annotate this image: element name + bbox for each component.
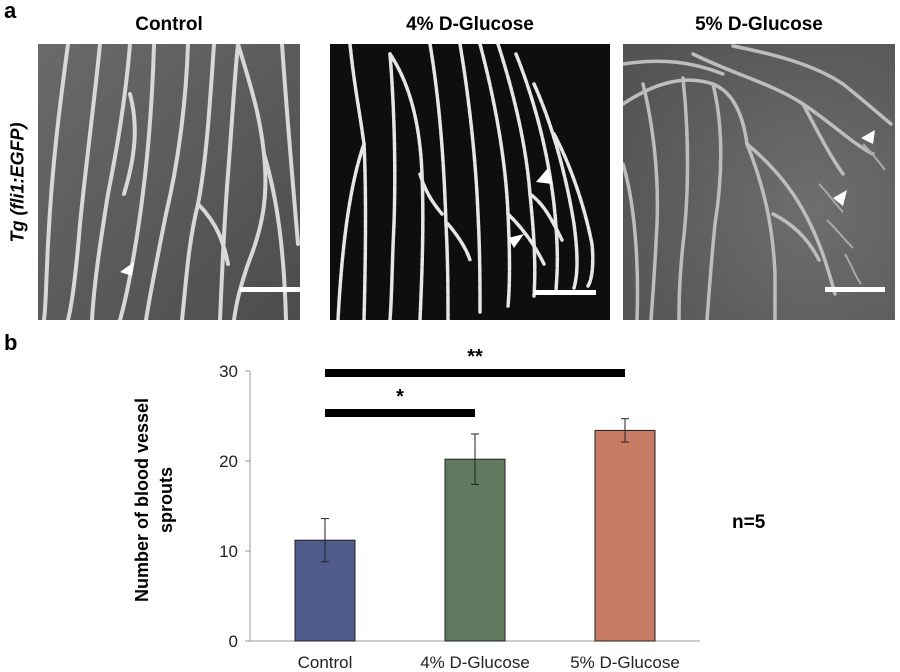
y-tick-label-1: 10 — [219, 542, 238, 561]
glucose-5-micrograph — [623, 44, 895, 320]
y-axis-label-line-1: Number of blood vessel — [132, 398, 152, 602]
significance-label-1: ** — [467, 346, 483, 368]
control-micrograph — [38, 44, 300, 320]
bar-2 — [594, 429, 656, 642]
y-axis-label-line-2: sprouts — [156, 467, 176, 533]
panel-b-letter: b — [4, 330, 18, 355]
category-label-1: 4% D-Glucose — [420, 653, 530, 672]
panel-a-letter: a — [4, 0, 17, 23]
bar-1 — [444, 458, 506, 642]
sample-size-label: n=5 — [732, 512, 766, 533]
y-axis-label: Number of blood vessel sprouts — [132, 398, 176, 602]
significance-bar-0 — [325, 409, 475, 417]
control-title: Control — [135, 14, 203, 35]
glucose-4-micrograph — [330, 44, 610, 320]
y-tick-label-3: 30 — [219, 362, 238, 381]
significance-bar-1 — [325, 369, 625, 377]
glucose-4-title: 4% D-Glucose — [406, 14, 534, 35]
significance-label-0: * — [396, 386, 404, 408]
glucose-5-title: 5% D-Glucose — [695, 14, 823, 35]
y-tick-label-2: 20 — [219, 452, 238, 471]
y-tick-label-0: 0 — [229, 632, 238, 651]
category-label-0: Control — [298, 653, 353, 672]
category-label-2: 5% D-Glucose — [570, 653, 680, 672]
